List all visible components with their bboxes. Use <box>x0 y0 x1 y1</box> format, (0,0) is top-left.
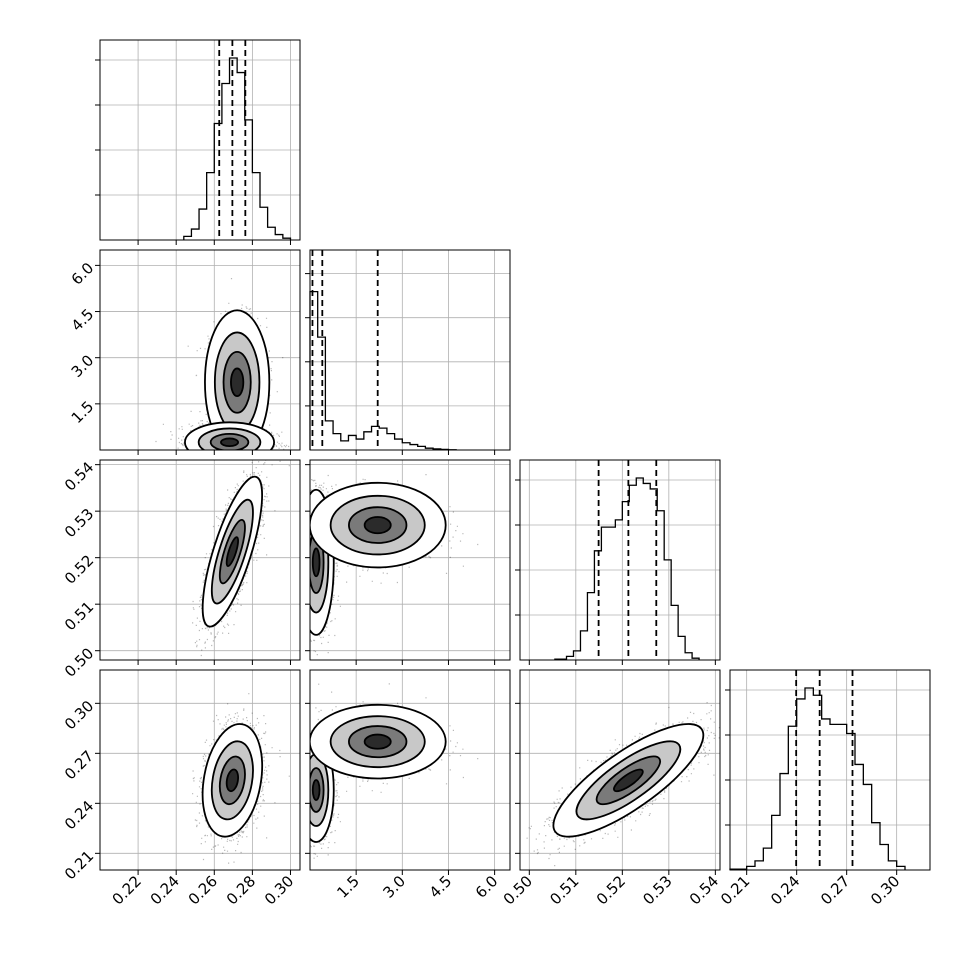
panel-frame <box>309 249 511 451</box>
y-tick-label: 0.21 <box>61 847 97 883</box>
x-tick-label: 6.0 <box>472 872 502 902</box>
panel-frame <box>519 669 721 871</box>
panel-content <box>100 250 300 450</box>
scatter-panel-0-3 <box>99 669 301 871</box>
histogram-panel-2 <box>515 459 721 661</box>
x-tick-label: 0.51 <box>546 872 582 908</box>
density-contour <box>613 768 644 793</box>
y-tick-label: 4.5 <box>68 305 98 335</box>
x-tick-label: 0.27 <box>817 872 853 908</box>
panel-background <box>100 40 300 240</box>
x-tick-label: 0.28 <box>223 872 259 908</box>
panel-frame <box>729 669 931 871</box>
panel-frame <box>99 669 301 871</box>
density-contour <box>230 367 245 398</box>
panel-frame <box>519 459 721 661</box>
x-tick-label: 3.0 <box>380 872 410 902</box>
panel-frame <box>309 459 511 661</box>
y-tick-label: 0.51 <box>61 598 97 634</box>
histogram-line <box>183 57 292 240</box>
panel-frame <box>309 669 511 871</box>
x-tick-label: 0.54 <box>686 872 722 908</box>
density-contour <box>311 547 321 578</box>
panel-background <box>730 670 930 870</box>
histogram-line <box>309 291 457 451</box>
x-tick-label: 0.24 <box>767 872 803 908</box>
density-contour <box>220 437 239 448</box>
y-tick-label: 0.27 <box>61 747 97 783</box>
density-contour <box>363 516 392 535</box>
y-tick-label: 0.52 <box>61 551 97 587</box>
x-tick-label: 1.5 <box>333 872 363 902</box>
panel-background <box>310 250 510 450</box>
panel-content <box>100 460 300 660</box>
y-tick-label: 3.0 <box>68 351 98 381</box>
x-tick-label: 0.26 <box>185 872 221 908</box>
x-tick-label: 0.24 <box>147 872 183 908</box>
x-tick-label: 0.21 <box>717 872 753 908</box>
y-tick-label: 0.50 <box>61 644 97 680</box>
y-tick-label: 0.54 <box>61 458 97 494</box>
panel-background <box>100 460 300 660</box>
panel-frame <box>99 459 301 661</box>
density-contour <box>225 536 239 567</box>
panel-background <box>100 670 300 870</box>
y-tick-label: 1.5 <box>68 397 98 427</box>
x-tick-label: 0.52 <box>593 872 629 908</box>
density-contour <box>363 733 392 750</box>
y-tick-label: 6.0 <box>68 259 98 289</box>
y-tick-label: 0.53 <box>61 505 97 541</box>
scatter-panel-0-2 <box>99 459 301 661</box>
x-tick-label: 0.53 <box>639 872 675 908</box>
x-tick-label: 0.30 <box>261 872 297 908</box>
panel-content <box>520 670 720 870</box>
histogram-panel-1 <box>305 249 511 451</box>
density-contour <box>311 779 321 801</box>
scatter-panel-0-1 <box>99 249 301 451</box>
x-tick-label: 0.50 <box>500 872 536 908</box>
x-tick-label: 4.5 <box>426 872 456 902</box>
histogram-panel-0 <box>95 39 301 241</box>
density-contour <box>225 768 239 793</box>
histogram-line <box>729 687 906 870</box>
panel-content <box>100 670 300 870</box>
scatter-panel-1-3 <box>309 669 511 871</box>
scatter-panel-2-3 <box>519 669 721 871</box>
panel-frame <box>99 249 301 451</box>
histogram-panel-3 <box>725 669 931 871</box>
scatter-panel-1-2 <box>309 459 511 661</box>
y-tick-label: 0.30 <box>61 697 97 733</box>
y-tick-label: 0.24 <box>61 797 97 833</box>
x-tick-label: 0.22 <box>109 872 145 908</box>
histogram-line <box>554 477 700 660</box>
x-tick-label: 0.30 <box>867 872 903 908</box>
panel-background <box>100 250 300 450</box>
panel-frame <box>99 39 301 241</box>
panel-background <box>520 460 720 660</box>
